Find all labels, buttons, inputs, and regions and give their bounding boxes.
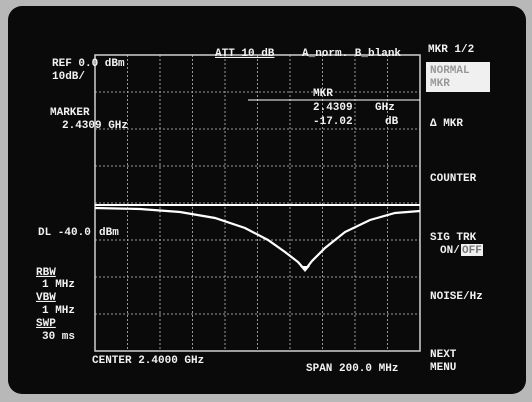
marker-label: MARKER [50,107,90,119]
span: SPAN 200.0 MHz [306,363,398,375]
display-line-level: DL -40.0 [38,227,91,239]
softkey-next[interactable]: NEXT [430,349,457,361]
screen [8,6,526,394]
softkey-normal-sub[interactable]: MKR [430,78,450,90]
display-line-unit: dBm [99,227,119,239]
softkey-page: MKR 1/2 [428,44,474,56]
readout-freq: 2.4309 [313,102,353,114]
scale: 10dB/ [52,71,85,83]
softkey-noise[interactable]: NOISE/Hz [430,291,483,303]
vbw: 1 MHz [42,305,75,317]
rbw-label: RBW [36,267,56,279]
softkey-highlight [426,62,490,92]
off-highlight [461,244,483,256]
readout-title: MKR [313,88,333,100]
trace-mode: A_norm. B_blank [302,48,401,60]
softkey-off[interactable]: OFF [462,245,482,257]
vbw-label: VBW [36,292,56,304]
softkey-counter[interactable]: COUNTER [430,173,477,185]
readout-level: -17.02 [313,116,353,128]
trace [94,206,421,272]
attenuation: ATT 10 dB [215,48,275,60]
swp-label: SWP [36,318,56,330]
marker-freq: 2.4309 GHz [62,120,128,132]
readout-freq-unit: GHz [375,102,395,114]
center-freq: CENTER 2.4000 GHz [92,355,204,367]
softkey-menu[interactable]: MENU [430,362,456,374]
softkey-on[interactable]: ON/ [440,245,460,257]
graticule [95,55,420,351]
marker-symbol [300,266,310,272]
rbw: 1 MHz [42,279,75,291]
softkey-delta[interactable]: Δ MKR [430,118,463,130]
graticule-frame [94,54,421,352]
swp: 30 ms [42,331,75,343]
readout-level-unit: dB [385,116,399,128]
softkey-normal[interactable]: NORMAL [430,65,470,77]
softkey-sig-trk[interactable]: SIG TRK [430,232,477,244]
ref-level: REF 0.0 dBm [52,58,125,70]
